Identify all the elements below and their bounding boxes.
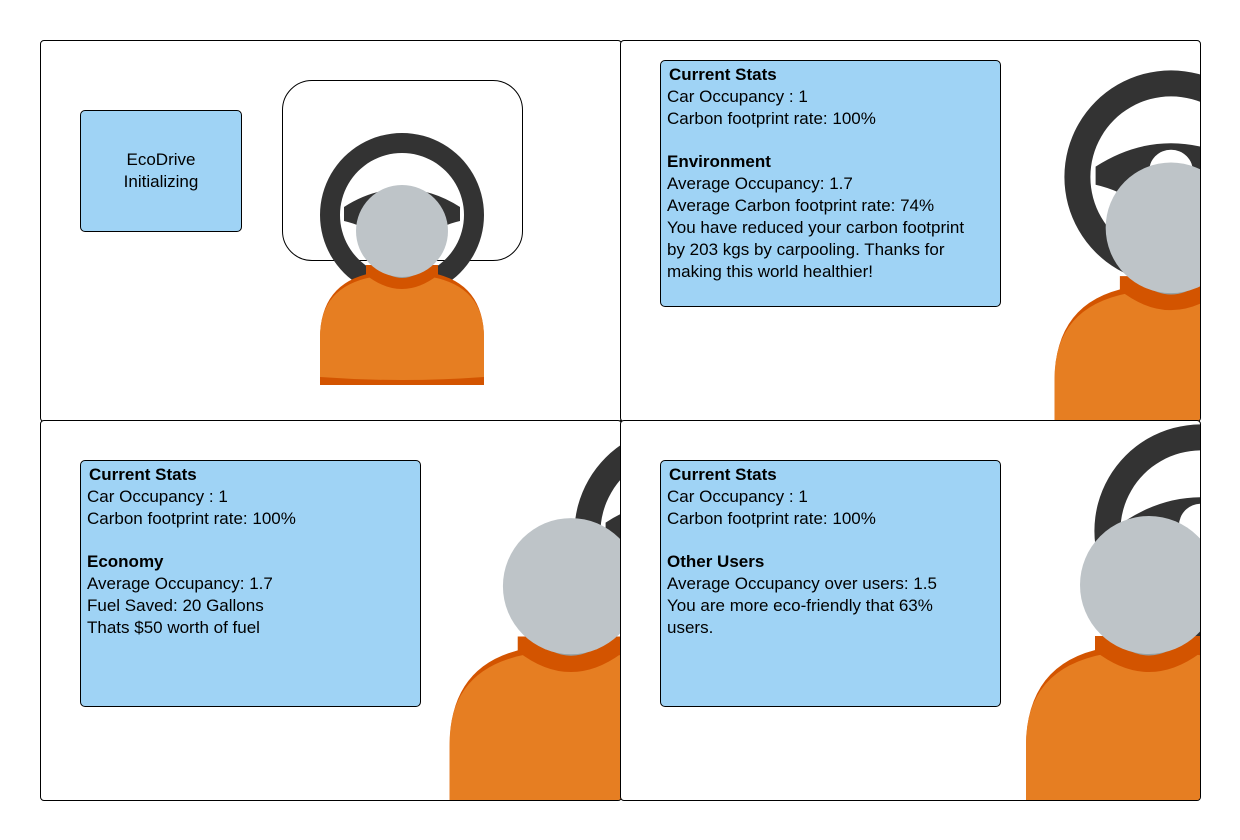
section-line: Average Occupancy over users: 1.5: [667, 574, 937, 593]
panel-other-users: Current Stats Car Occupancy : 1 Carbon f…: [620, 420, 1201, 801]
panel-environment: Current Stats Car Occupancy : 1 Carbon f…: [620, 40, 1201, 422]
panel-initializing: EcoDrive Initializing: [40, 40, 622, 422]
section-line: Fuel Saved: 20 Gallons: [87, 596, 264, 615]
section-line: Average Carbon footprint rate: 74%: [667, 196, 935, 215]
current-stats-title: Current Stats: [89, 465, 197, 484]
driver-steering-wheel-icon: [421, 421, 621, 800]
section-line: Thats $50 worth of fuel: [87, 618, 260, 637]
status-box: EcoDrive Initializing: [80, 110, 242, 232]
car-occupancy: Car Occupancy : 1: [667, 87, 808, 106]
section-line: by 203 kgs by carpooling. Thanks for: [667, 240, 945, 259]
status-line-2: Initializing: [123, 172, 199, 191]
section-line: Average Occupancy: 1.7: [87, 574, 273, 593]
panel-economy: Current Stats Car Occupancy : 1 Carbon f…: [40, 420, 622, 801]
section-line: making this world healthier!: [667, 262, 873, 281]
section-title: Environment: [667, 152, 771, 171]
section-title: Economy: [87, 552, 164, 571]
driver-steering-wheel-icon: [1011, 421, 1200, 800]
current-stats-title: Current Stats: [669, 465, 777, 484]
current-stats-title: Current Stats: [669, 65, 777, 84]
driver-avatar-icon: [307, 185, 497, 385]
carbon-footprint-rate: Carbon footprint rate: 100%: [87, 509, 296, 528]
section-line: Average Occupancy: 1.7: [667, 174, 853, 193]
car-occupancy: Car Occupancy : 1: [667, 487, 808, 506]
section-line: users.: [667, 618, 714, 637]
stats-box-economy: Current Stats Car Occupancy : 1 Carbon f…: [80, 460, 421, 707]
carbon-footprint-rate: Carbon footprint rate: 100%: [667, 109, 876, 128]
carbon-footprint-rate: Carbon footprint rate: 100%: [667, 509, 876, 528]
car-occupancy: Car Occupancy : 1: [87, 487, 228, 506]
driver-steering-wheel-icon: [1021, 49, 1200, 421]
section-title: Other Users: [667, 552, 765, 571]
section-line: You are more eco-friendly that 63%: [667, 596, 933, 615]
section-line: You have reduced your carbon footprint: [667, 218, 965, 237]
stats-box-other-users: Current Stats Car Occupancy : 1 Carbon f…: [660, 460, 1001, 707]
stats-box-environment: Current Stats Car Occupancy : 1 Carbon f…: [660, 60, 1001, 307]
status-line-1: EcoDrive: [126, 150, 196, 169]
